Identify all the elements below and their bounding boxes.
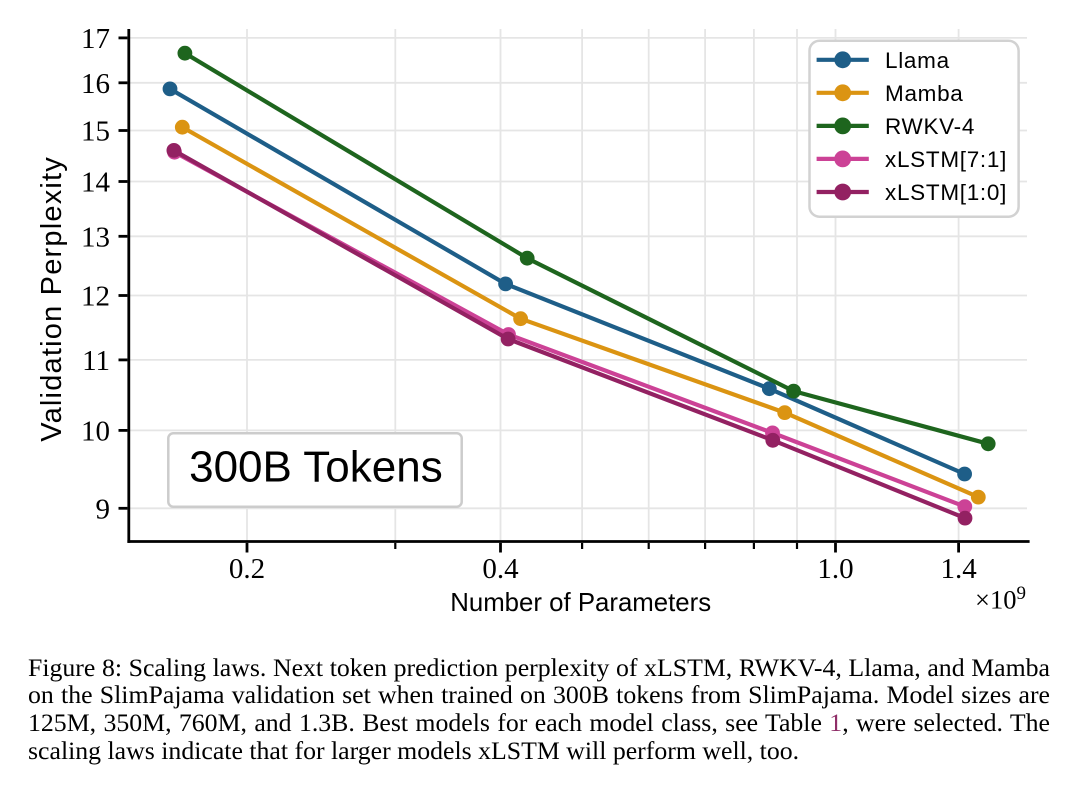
svg-text:0.4: 0.4	[482, 553, 519, 585]
svg-text:0.2: 0.2	[229, 553, 265, 585]
svg-text:300B Tokens: 300B Tokens	[189, 443, 443, 492]
svg-text:12: 12	[81, 281, 110, 313]
svg-text:Mamba: Mamba	[885, 81, 964, 106]
svg-text:16: 16	[81, 68, 110, 100]
svg-text:xLSTM[7:1]: xLSTM[7:1]	[885, 147, 1007, 172]
svg-text:Llama: Llama	[885, 48, 950, 73]
svg-text:9: 9	[96, 493, 111, 525]
svg-text:Number of Parameters: Number of Parameters	[450, 589, 711, 617]
svg-text:11: 11	[82, 345, 110, 377]
svg-text:Validation Perplexity: Validation Perplexity	[36, 156, 68, 442]
svg-text:xLSTM[1:0]: xLSTM[1:0]	[885, 180, 1007, 205]
svg-text:15: 15	[81, 116, 110, 148]
svg-text:1.0: 1.0	[817, 553, 853, 585]
svg-text:14: 14	[81, 167, 111, 199]
svg-text:1.4: 1.4	[940, 553, 977, 585]
svg-text:13: 13	[81, 221, 110, 253]
svg-text:17: 17	[81, 23, 110, 55]
svg-text:RWKV-4: RWKV-4	[885, 114, 975, 139]
svg-text:10: 10	[81, 415, 110, 447]
svg-text:×109: ×109	[975, 583, 1026, 615]
